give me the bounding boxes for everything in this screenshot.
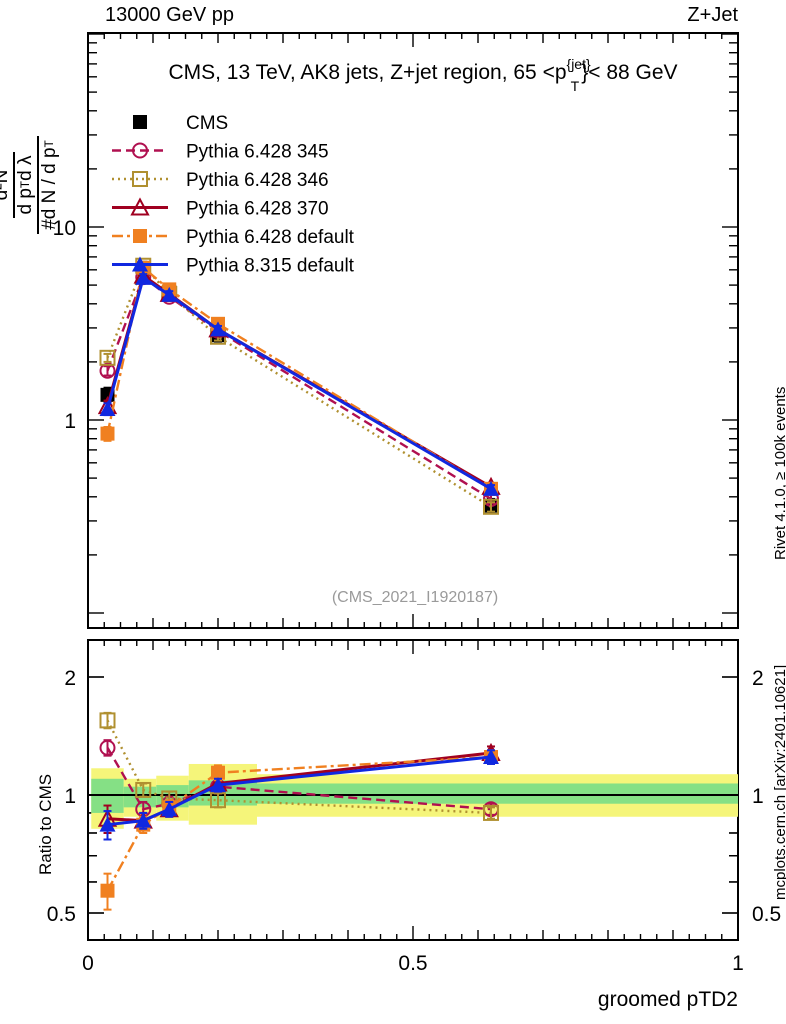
main-series-group: [97, 257, 501, 515]
legend-marker: [132, 171, 148, 187]
legend-marker: [133, 115, 147, 129]
legend-label: Pythia 6.428 345: [186, 142, 329, 163]
ratio-series-group: [97, 711, 501, 911]
data-point-marker: [99, 349, 116, 366]
legend-item[interactable]: Pythia 6.428 default: [112, 227, 355, 248]
rivet-version-label: Rivet 4.1.0, ≥ 100k events: [772, 386, 786, 560]
data-point-marker: [135, 781, 152, 798]
axis-outer-sub: T: [42, 140, 56, 148]
axes-group: 10 1 2 1 0.5 2 1 0.5 0 0.5 1 groomed pTD2 CMS, 13 Te…: [47, 32, 781, 1011]
legend-label: CMS: [186, 113, 228, 134]
data-point-marker: [100, 426, 115, 441]
x-tick-label: 1: [732, 952, 744, 975]
data-point-marker: [135, 812, 152, 828]
legend-label: Pythia 8.315 default: [186, 256, 355, 277]
legend-item[interactable]: Pythia 8.315 default: [112, 256, 355, 277]
data-point-marker: [99, 362, 116, 379]
series-pythia-6-428-346: [99, 711, 499, 821]
legend-item[interactable]: Pythia 6.428 345: [112, 142, 329, 163]
axis-den-dlambda: d λ: [15, 155, 37, 181]
series-line: [106, 755, 492, 892]
legend-marker: [132, 142, 148, 159]
series-pythia-6-428-345: [99, 269, 499, 507]
main-panel-title: CMS, 13 TeV, AK8 jets, Z+jet region, 65 …: [168, 56, 677, 94]
data-point-marker: [483, 749, 499, 765]
data-point-marker: [210, 792, 226, 809]
ratio-ytick-label: 0.5: [47, 903, 76, 926]
series-line: [106, 747, 492, 811]
mcplots-source-label: mcplots.cern.ch [arXiv:2401.10621]: [772, 664, 786, 900]
ratio-ytick-label-right: 2: [752, 667, 764, 690]
data-point-marker: [99, 739, 116, 756]
legend-marker: [130, 197, 150, 216]
header-beam-label: 13000 GeV pp: [105, 4, 234, 26]
series-pythia-8-315-default: [99, 749, 499, 841]
main-ytick-label: 10: [53, 217, 76, 240]
main-ytick-label: 1: [64, 410, 76, 433]
legend-label: Pythia 6.428 default: [186, 227, 355, 248]
axis-outer-hash: #: [38, 219, 60, 230]
x-tick-label: 0: [82, 952, 94, 975]
data-point-marker: [210, 321, 226, 337]
data-point-marker: [99, 712, 116, 729]
data-point-marker: [100, 883, 115, 898]
ratio-ytick-label-right: 0.5: [752, 903, 781, 926]
dataset-watermark: (CMS_2021_I1920187): [332, 589, 498, 606]
band-inner: [257, 783, 738, 804]
legend-item[interactable]: Pythia 6.428 370: [112, 197, 329, 220]
data-point-marker: [483, 804, 499, 821]
legend-item[interactable]: Pythia 6.428 346: [112, 170, 329, 191]
x-tick-label: 0.5: [398, 952, 427, 975]
data-point-marker: [161, 801, 178, 817]
series-pythia-8-315-default: [99, 269, 499, 496]
legend-marker: [132, 256, 148, 272]
data-point-marker: [99, 401, 116, 417]
header-process-label: Z+Jet: [687, 4, 738, 26]
data-point-marker: [99, 816, 116, 832]
legend-marker: [133, 229, 147, 243]
legend: CMS Pythia 6.428 345 Pythia 6.428 346 Pythi…: [112, 113, 355, 277]
axis-den-sub: T: [18, 180, 32, 189]
axis-num-d2n: d²N: [0, 169, 13, 201]
data-point-marker: [483, 480, 499, 496]
ratio-ytick-label: 2: [64, 667, 76, 690]
series-line: [106, 275, 492, 500]
x-axis-label: groomed pTD2: [598, 988, 738, 1011]
legend-label: Pythia 6.428 370: [186, 199, 329, 220]
axis-outer-dndpt: d N / d p: [38, 147, 60, 220]
ratio-ytick-label: 1: [64, 785, 76, 808]
data-point-marker: [483, 498, 499, 515]
ratio-axis-label: Ratio to CMS: [36, 773, 55, 875]
ratio-ytick-label-right: 1: [752, 785, 764, 808]
data-point-marker: [210, 777, 226, 793]
series-line: [106, 275, 492, 491]
series-pythia-6-428-346: [99, 257, 499, 515]
axis-den-dpt: d p: [15, 188, 37, 215]
legend-item[interactable]: CMS: [133, 113, 228, 134]
data-point-marker: [135, 269, 152, 285]
data-point-marker: [161, 286, 178, 302]
data-point-marker: [211, 765, 225, 780]
legend-label: Pythia 6.428 346: [186, 170, 329, 191]
